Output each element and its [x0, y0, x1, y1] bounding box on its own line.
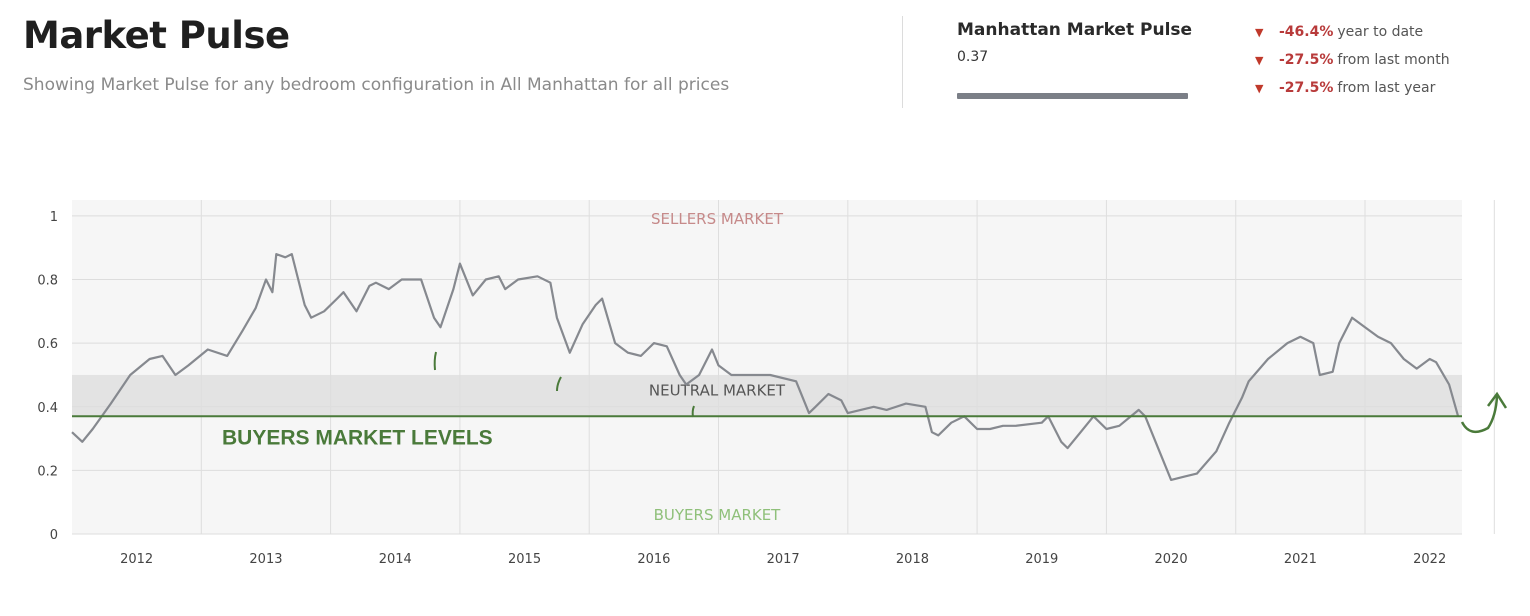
hand-mark — [433, 351, 437, 371]
x-tick-label: 2020 — [1155, 552, 1188, 567]
market-pulse-chart: 0 0.2 0.4 0.6 0.8 1 2012 2013 2014 2015 2016 2017 20… — [37, 200, 1508, 567]
down-arrow-icon: ▼ — [1255, 82, 1264, 95]
x-tick-label: 2013 — [249, 552, 282, 567]
stat-year-to-date: ▼ -46.4% year to date — [1255, 24, 1450, 52]
curved-arrow-icon — [1460, 395, 1499, 434]
neutral-market-label: NEUTRAL MARKET — [649, 382, 786, 400]
y-tick-label: 0.6 — [37, 337, 58, 352]
stat-label: from last year — [1337, 80, 1436, 96]
buyers-market-label: BUYERS MARKET — [654, 506, 782, 524]
page-title: Market Pulse — [23, 14, 290, 57]
x-tick-label: 2015 — [508, 552, 541, 567]
arrowhead-icon — [1487, 391, 1508, 409]
stat-percent: -27.5% — [1279, 80, 1334, 96]
x-tick-label: 2017 — [767, 552, 800, 567]
x-tick-label: 2016 — [637, 552, 670, 567]
x-tick-label: 2019 — [1025, 552, 1058, 567]
neutral-band — [72, 374, 1462, 417]
hand-mark — [556, 376, 562, 392]
summary-stats: ▼ -46.4% year to date ▼ -27.5% from last mon… — [1255, 24, 1450, 108]
x-tick-label: 2021 — [1284, 552, 1317, 567]
y-tick-label: 0.2 — [37, 464, 58, 479]
x-tick-label: 2014 — [379, 552, 412, 567]
summary-title: Manhattan Market Pulse — [957, 20, 1193, 40]
page-subtitle: Showing Market Pulse for any bedroom con… — [23, 75, 730, 95]
hand-mark — [691, 405, 695, 418]
buyers-market-levels-annotation: BUYERS MARKET LEVELS — [222, 426, 493, 449]
plot-background — [72, 200, 1462, 534]
down-arrow-icon: ▼ — [1255, 26, 1264, 39]
y-tick-label: 0.4 — [37, 401, 58, 416]
market-pulse-series-line — [71, 253, 1460, 481]
stat-label: year to date — [1337, 24, 1424, 40]
x-tick-label: 2012 — [120, 552, 153, 567]
summary-progress-bar — [957, 93, 1188, 99]
sellers-market-label: SELLERS MARKET — [651, 210, 784, 228]
down-arrow-icon: ▼ — [1255, 54, 1264, 67]
stat-last-month: ▼ -27.5% from last month — [1255, 52, 1450, 80]
stat-label: from last month — [1337, 52, 1450, 68]
y-tick-label: 0.8 — [37, 274, 58, 289]
summary-value: 0.37 — [957, 49, 989, 65]
stat-percent: -27.5% — [1279, 52, 1334, 68]
y-tick-label: 0 — [50, 528, 58, 543]
x-tick-label: 2018 — [896, 552, 929, 567]
stat-percent: -46.4% — [1279, 24, 1334, 40]
header-divider — [902, 16, 903, 108]
y-tick-label: 1 — [50, 210, 58, 225]
x-tick-label: 2022 — [1413, 552, 1446, 567]
stat-last-year: ▼ -27.5% from last year — [1255, 80, 1450, 108]
